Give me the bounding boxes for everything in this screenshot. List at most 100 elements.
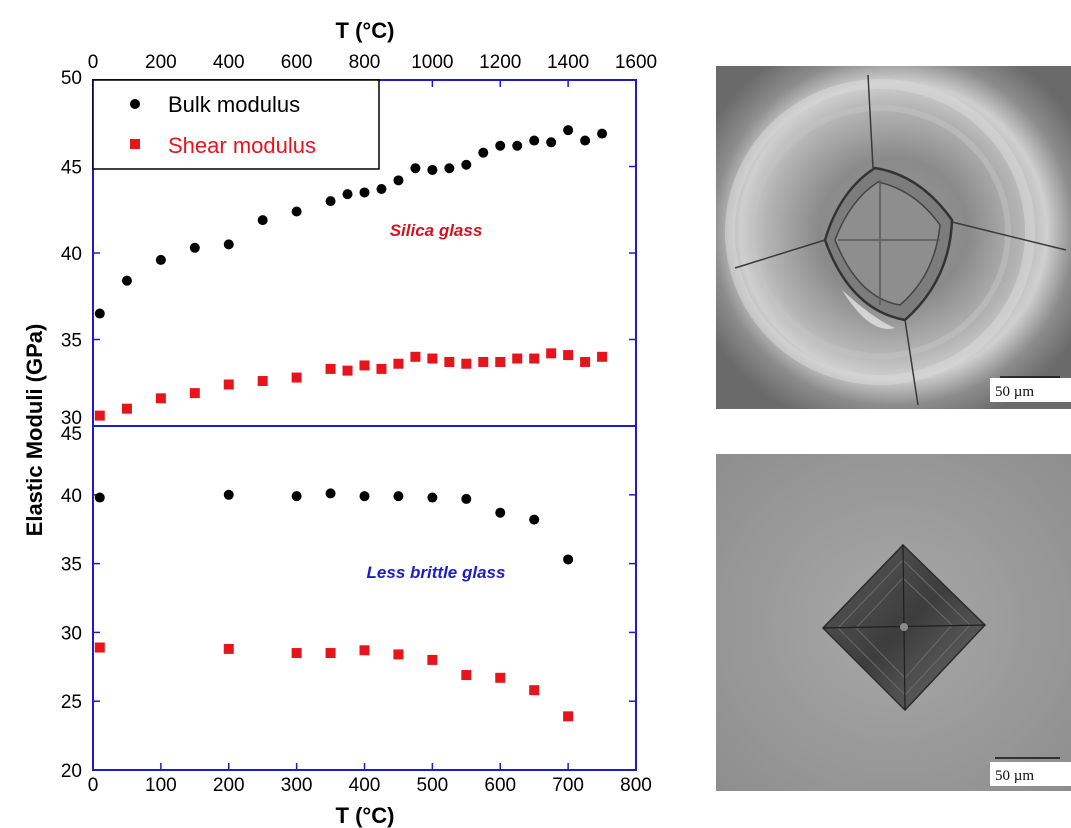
legend-box bbox=[92, 79, 380, 170]
upper-shear-point bbox=[580, 356, 591, 367]
less-brittle-indent-micrograph: 50 µm bbox=[716, 454, 1071, 791]
lower-bulk-point bbox=[223, 489, 234, 500]
upper-bulk-point bbox=[478, 147, 489, 158]
lower-y-tick-label: 25 bbox=[61, 692, 82, 713]
upper-shear-point bbox=[291, 372, 302, 383]
lower-shear-point bbox=[461, 670, 472, 681]
upper-shear-point bbox=[563, 350, 574, 361]
upper-bulk-point bbox=[121, 275, 132, 286]
upper-y-tick-label: 45 bbox=[61, 158, 82, 179]
lower-shear-point bbox=[427, 654, 438, 665]
upper-x-tick-label: 800 bbox=[349, 52, 381, 73]
upper-shear-point bbox=[495, 356, 506, 367]
upper-shear-point bbox=[325, 363, 336, 374]
upper-bulk-point bbox=[189, 242, 200, 253]
upper-x-tick-label: 1600 bbox=[615, 52, 657, 73]
upper-bulk-point bbox=[410, 163, 421, 174]
lower-bulk-point bbox=[563, 554, 574, 565]
upper-shear-point bbox=[223, 379, 234, 390]
lower-x-tick-label: 100 bbox=[145, 775, 177, 796]
upper-bulk-point bbox=[563, 125, 574, 136]
upper-bulk-point bbox=[597, 128, 608, 139]
lower-x-tick-label: 700 bbox=[552, 775, 584, 796]
lower-shear-point bbox=[325, 648, 336, 659]
lower-y-tick-label: 45 bbox=[61, 424, 82, 445]
upper-shear-point bbox=[478, 356, 489, 367]
upper-y-tick-label: 35 bbox=[61, 331, 82, 352]
lower-y-tick-label: 20 bbox=[61, 761, 82, 782]
silica-scale-bar-label: 50 µm bbox=[995, 384, 1034, 400]
upper-x-tick-label: 600 bbox=[281, 52, 313, 73]
upper-shear-point bbox=[512, 353, 523, 364]
lower-x-tick-label: 500 bbox=[417, 775, 449, 796]
upper-shear-point bbox=[94, 410, 105, 421]
upper-bulk-point bbox=[342, 189, 353, 200]
lower-x-tick-label: 300 bbox=[281, 775, 313, 796]
lower-shear-point bbox=[223, 643, 234, 654]
lower-plot-panel: 0 100 200 300 400 500 600 700 800 20 25 30 35 40 45 Le… bbox=[61, 424, 652, 796]
lower-bulk-point bbox=[325, 488, 336, 499]
upper-shear-point bbox=[393, 358, 404, 369]
upper-bulk-point bbox=[495, 140, 506, 151]
upper-x-tick-label: 0 bbox=[88, 52, 99, 73]
upper-plot-panel: 0 200 400 600 800 1000 1200 1400 16003035404550 … bbox=[61, 52, 657, 429]
upper-bulk-point bbox=[359, 187, 370, 198]
lower-x-tick-label: 600 bbox=[484, 775, 516, 796]
lower-bulk-point bbox=[359, 491, 370, 502]
legend-shear-marker bbox=[130, 139, 140, 149]
upper-y-tick-label: 40 bbox=[61, 244, 82, 265]
lower-bulk-point bbox=[529, 514, 540, 525]
lower-shear-point bbox=[529, 685, 540, 696]
lower-bulk-point bbox=[495, 507, 506, 518]
upper-bulk-point bbox=[291, 206, 302, 217]
upper-bulk-point bbox=[257, 215, 268, 226]
upper-shear-point bbox=[461, 358, 472, 369]
upper-bulk-point bbox=[444, 163, 455, 174]
silica-indent-micrograph: 50 µm bbox=[716, 66, 1071, 409]
upper-y-tick-label: 50 bbox=[61, 68, 82, 89]
upper-shear-point bbox=[189, 388, 200, 399]
lower-y-tick-label: 30 bbox=[61, 623, 82, 644]
upper-bulk-point bbox=[223, 239, 234, 250]
upper-shear-point bbox=[376, 363, 387, 374]
upper-shear-point bbox=[342, 365, 353, 376]
silica-glass-label: Silica glass bbox=[390, 221, 483, 240]
lower-shear-point bbox=[291, 648, 302, 659]
upper-shear-point bbox=[546, 348, 557, 359]
lower-shear-point bbox=[94, 642, 105, 653]
upper-shear-point bbox=[155, 393, 166, 404]
upper-x-tick-label: 1200 bbox=[479, 52, 521, 73]
lower-bulk-point bbox=[393, 491, 404, 502]
lower-bulk-point bbox=[461, 493, 472, 504]
legend-shear-label: Shear modulus bbox=[168, 133, 316, 158]
upper-shear-point bbox=[257, 376, 268, 387]
upper-bulk-point bbox=[94, 308, 105, 319]
upper-x-tick-label: 1400 bbox=[547, 52, 589, 73]
upper-bulk-point bbox=[546, 137, 557, 148]
upper-shear-point bbox=[444, 356, 455, 367]
legend-bulk-marker bbox=[130, 99, 140, 109]
upper-shear-point bbox=[359, 360, 370, 371]
upper-x-tick-label: 1000 bbox=[411, 52, 453, 73]
less-brittle-scale-bar-label: 50 µm bbox=[995, 768, 1034, 784]
lower-x-tick-label: 800 bbox=[620, 775, 652, 796]
lower-x-tick-label: 200 bbox=[213, 775, 245, 796]
upper-bulk-point bbox=[376, 183, 387, 194]
lower-bulk-point bbox=[94, 492, 105, 503]
upper-bulk-point bbox=[529, 135, 540, 146]
legend-bulk-label: Bulk modulus bbox=[168, 92, 300, 117]
legend: Bulk modulus Shear modulus bbox=[92, 79, 380, 170]
lower-shear-point bbox=[495, 672, 506, 683]
less-brittle-glass-label: Less brittle glass bbox=[367, 563, 506, 582]
upper-y-tick-label: 30 bbox=[61, 408, 82, 429]
lower-x-tick-label: 0 bbox=[88, 775, 99, 796]
lower-shear-point bbox=[393, 649, 404, 660]
lower-y-tick-label: 40 bbox=[61, 486, 82, 507]
upper-shear-point bbox=[121, 403, 132, 414]
lower-y-tick-label: 35 bbox=[61, 555, 82, 576]
upper-bulk-point bbox=[512, 140, 523, 151]
lower-x-tick-label: 400 bbox=[349, 775, 381, 796]
upper-bulk-point bbox=[155, 254, 166, 265]
bottom-x-axis-title: T (°C) bbox=[336, 803, 395, 828]
